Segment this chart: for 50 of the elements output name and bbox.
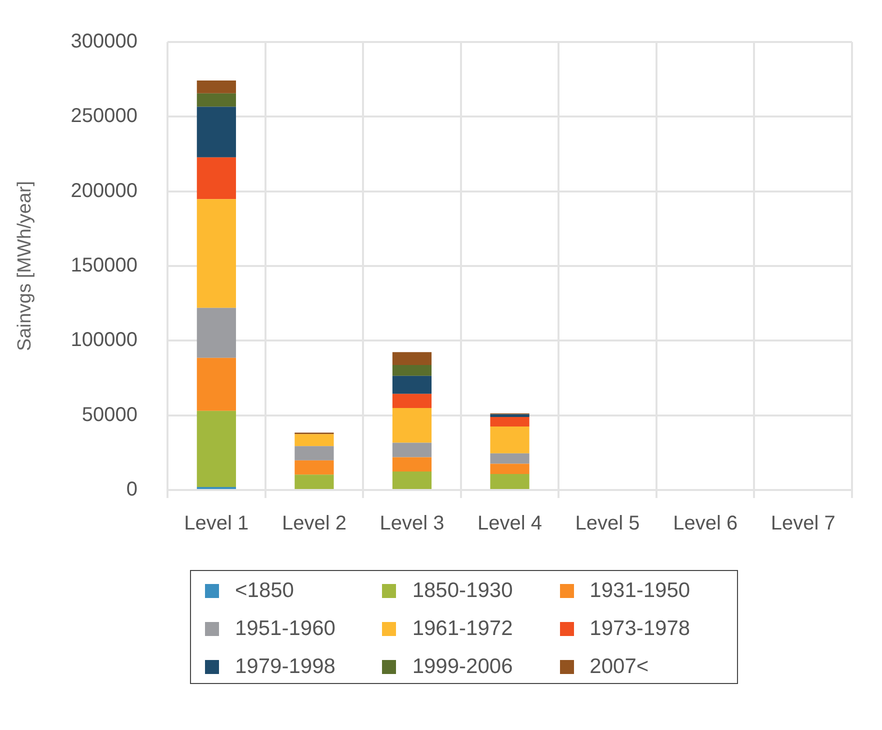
bar [196,157,236,200]
bar [294,446,334,460]
bar [294,434,334,446]
bar [392,352,432,366]
y-tick-label: 250000 [70,105,138,128]
y-axis-title: Sainvgs [MWh/year] [14,181,36,351]
bar [392,442,432,458]
bar [490,426,530,454]
bar [196,93,236,107]
x-tick-label: Level 6 [673,512,738,535]
bar [196,199,236,308]
y-tick-label: 300000 [70,30,138,53]
bar [490,474,530,489]
x-tick-label: Level 2 [282,512,346,535]
legend-label: 1951-1960 [235,617,336,641]
bar [392,457,432,472]
legend-label: 1999-2006 [412,655,513,679]
x-tick-label: Level 7 [770,512,836,535]
bar [490,453,530,464]
bar [196,410,236,488]
x-tick-label: Level 3 [380,512,444,535]
bar [490,464,530,474]
y-tick-label: 0 [126,478,138,501]
legend-label: 1961-1972 [412,617,513,641]
legend-label: 2007< [590,655,649,679]
y-tick-label: 100000 [70,329,138,352]
legend-label: 1979-1998 [235,655,336,679]
y-tick-label: 200000 [70,180,138,202]
bar [392,408,432,443]
bar [294,474,334,489]
legend-label: 1973-1978 [590,617,690,641]
x-tick-label: Level 4 [478,512,542,535]
bar [490,416,530,427]
y-tick-label: 150000 [70,254,138,277]
x-tick-label: Level 5 [575,512,640,535]
bar [196,106,236,158]
legend-label: 1931-1950 [590,579,690,603]
bar [490,414,530,417]
y-tick-label: 50000 [82,404,138,426]
bar [196,80,236,94]
bar [196,308,236,358]
legend-label: <1850 [235,579,294,603]
legend-label: 1850-1930 [412,579,513,603]
bar [196,358,236,411]
bar [392,394,432,408]
bar [392,376,432,394]
bar [294,460,334,475]
x-tick-label: Level 1 [184,512,249,535]
bar [392,471,432,489]
bar [392,365,432,376]
